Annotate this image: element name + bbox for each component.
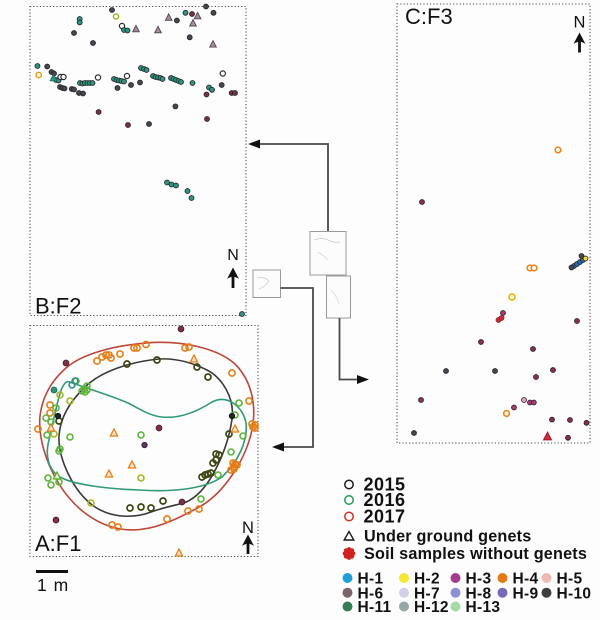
svg-text:C:F3: C:F3 <box>405 4 453 29</box>
svg-text:Under ground genets: Under ground genets <box>364 528 531 546</box>
svg-text:H-11: H-11 <box>358 599 392 616</box>
svg-text:H-3: H-3 <box>466 571 492 588</box>
svg-text:H-13: H-13 <box>466 599 501 616</box>
svg-text:H-9: H-9 <box>513 585 539 602</box>
svg-text:H-8: H-8 <box>466 585 492 602</box>
svg-text:2016: 2016 <box>364 490 406 510</box>
svg-text:H-12: H-12 <box>414 599 449 616</box>
svg-text:B:F2: B:F2 <box>35 294 81 319</box>
svg-text:H-2: H-2 <box>414 571 440 588</box>
svg-text:2015: 2015 <box>364 475 406 495</box>
svg-text:2017: 2017 <box>364 507 406 527</box>
svg-text:H-4: H-4 <box>513 571 539 588</box>
svg-text:N: N <box>227 247 239 264</box>
svg-text:1 m: 1 m <box>37 575 69 595</box>
svg-text:H-7: H-7 <box>414 585 440 602</box>
svg-text:Soil samples without genets: Soil samples without genets <box>364 545 587 563</box>
svg-text:H-6: H-6 <box>358 585 384 602</box>
svg-text:N: N <box>574 14 586 32</box>
svg-text:A:F1: A:F1 <box>35 531 81 556</box>
svg-text:H-10: H-10 <box>557 585 592 602</box>
svg-text:H-5: H-5 <box>557 571 583 588</box>
svg-text:H-1: H-1 <box>358 571 384 588</box>
svg-text:N: N <box>242 519 254 537</box>
